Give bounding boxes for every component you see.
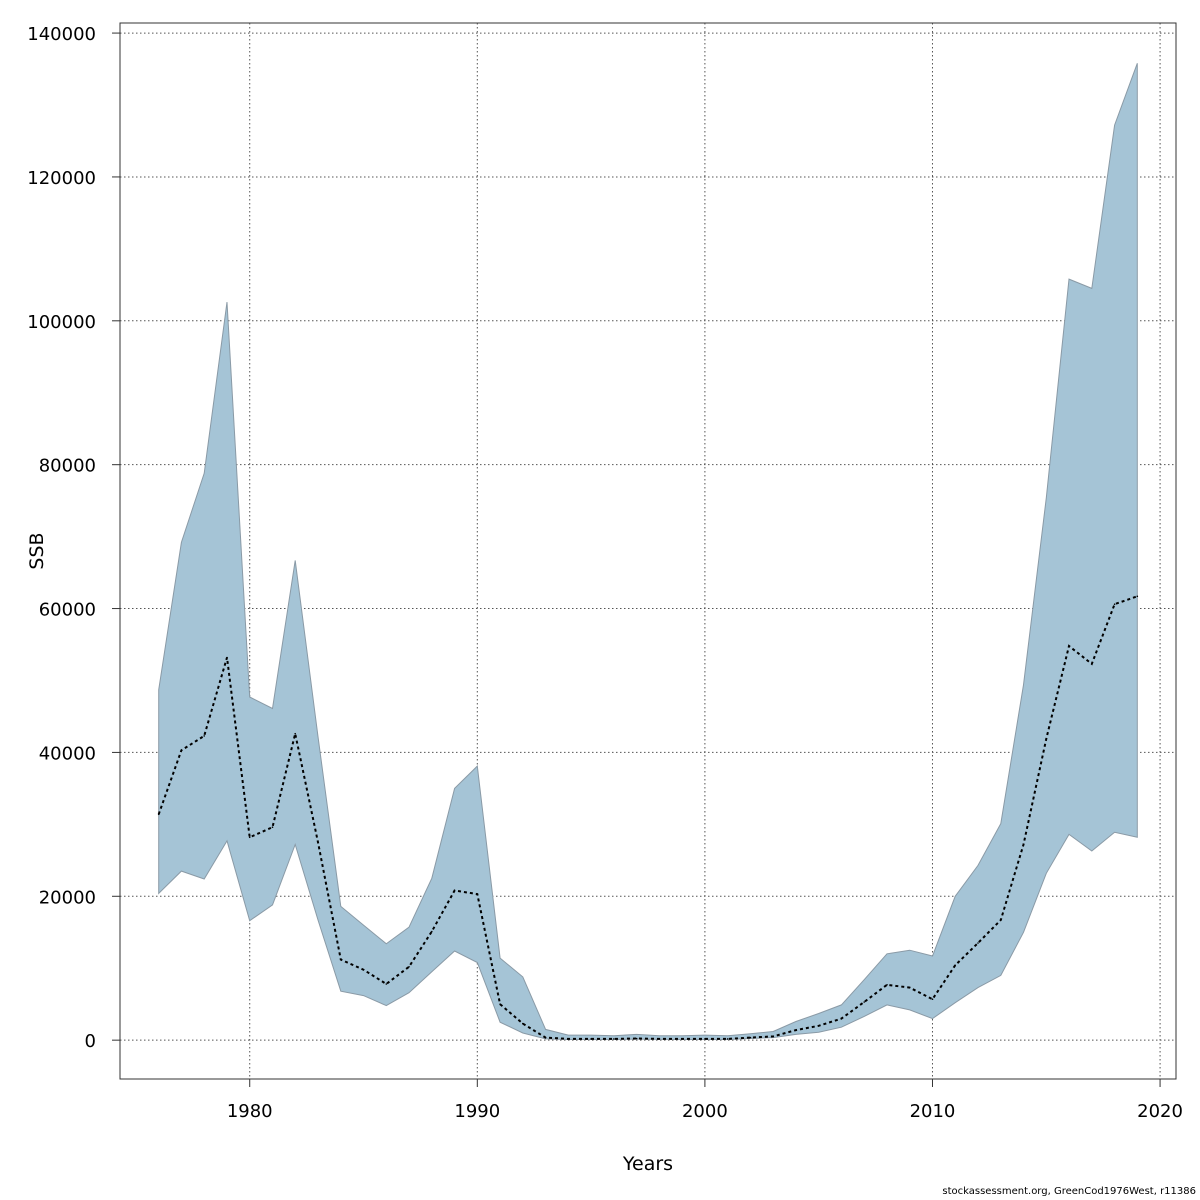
ssb-data-point [954,964,956,967]
ssb-data-point [931,998,934,1000]
ssb-data-point [248,836,251,839]
ssb-data-point [726,1038,729,1040]
ssb-data-point [567,1038,570,1040]
ssb-data-point [294,732,297,735]
ssb-data-point [203,735,205,737]
ssb-data-point [385,983,388,985]
ssb-data-point [340,958,342,961]
y-tick-label: 100000 [27,312,96,333]
ssb-data-point [590,1038,592,1040]
ssb-data-point [795,1029,797,1031]
ssb-data-point [704,1038,706,1040]
x-tick-label: 2000 [682,1101,728,1122]
y-tick-label: 20000 [39,887,96,908]
x-axis-title: Years [622,1153,673,1175]
y-tick-label: 0 [85,1031,96,1052]
ssb-data-point [613,1038,615,1040]
ssb-data-point [157,813,160,816]
ssb-data-point [1000,919,1002,921]
x-tick-label: 2020 [1137,1101,1183,1122]
x-tick-label: 1990 [454,1101,500,1122]
ssb-data-point [226,656,228,659]
ssb-data-point [180,749,183,752]
y-axis-title: SSB [26,532,48,569]
confidence-band [158,63,1138,1040]
ssb-data-point [863,1001,865,1003]
ssb-data-point [658,1038,661,1040]
ssb-data-point [362,968,365,971]
ssb-data-point [271,826,274,828]
y-tick-label: 40000 [39,743,96,764]
ssb-data-point [749,1036,752,1039]
ssb-data-point [840,1017,843,1020]
ssb-data-point [544,1036,547,1039]
ssb-data-point [317,841,319,844]
y-axis: 0 20000 40000 60000 80000 100000 120000 140000 [27,24,120,1052]
ssb-data-point [1068,645,1070,647]
ssb-data-point [408,966,410,968]
source-credit: stockassessment.org, GreenCod1976West, r… [942,1186,1196,1197]
y-tick-label: 80000 [39,456,96,477]
ssb-data-point [772,1035,774,1038]
ssb-series [157,595,1139,1040]
ssb-data-point [886,984,888,986]
y-tick-label: 60000 [39,600,96,621]
plot-frame [119,22,1177,1080]
ssb-data-point [977,942,979,944]
ssb-data-point [635,1037,638,1040]
x-tick-label: 2010 [910,1101,956,1122]
ssb-data-point [522,1022,524,1025]
x-tick-label: 1980 [227,1101,273,1122]
ssb-data-point [431,930,433,933]
ssb-data-point [1113,603,1116,605]
ssb-data-point [453,889,456,892]
ssb-data-point [1091,663,1093,665]
ssb-data-point [817,1025,820,1027]
ssb-data-point [499,1003,501,1005]
ssb-data-point [908,986,911,989]
y-tick-label: 120000 [27,168,96,189]
ssb-data-point [1022,843,1025,846]
ssb-data-point [1136,595,1139,598]
ssb-data-point [476,893,479,895]
confidence-band-area [158,63,1138,1040]
x-axis: 1980 1990 2000 2010 2020 [227,1079,1183,1122]
grid-lines [120,23,1176,1079]
ssb-data-point [1045,737,1048,740]
ssb-data-point [681,1038,683,1040]
y-tick-label: 140000 [27,24,96,45]
